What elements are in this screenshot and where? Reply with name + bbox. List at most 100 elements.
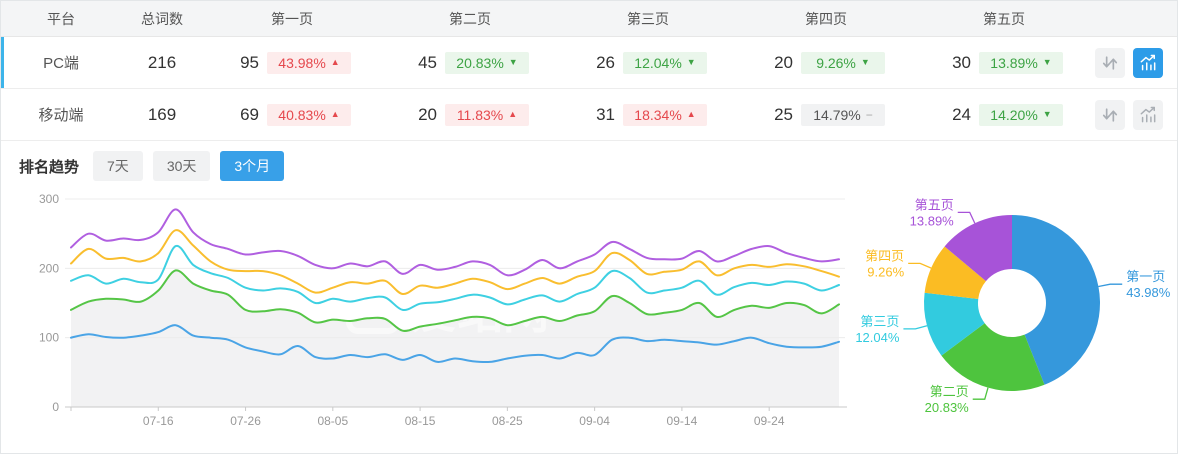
- donut-label-pct: 20.83%: [925, 400, 970, 415]
- page-cell: 30 13.89% ▼: [915, 51, 1093, 74]
- page-cell: 45 20.83% ▼: [381, 51, 559, 74]
- donut-label: 第三页: [860, 314, 899, 329]
- svg-text:200: 200: [39, 261, 59, 275]
- trend-chart-button[interactable]: [1133, 99, 1163, 130]
- line-chart-icon: [1140, 106, 1156, 122]
- donut-label: 第一页: [1126, 269, 1165, 284]
- page-share-badge: 11.83% ▲: [445, 103, 529, 126]
- page-cell: 69 40.83% ▲: [203, 103, 381, 126]
- donut-slice: [944, 215, 1012, 282]
- trend-section-title: 排名趋势: [19, 158, 80, 176]
- svg-text:08-15: 08-15: [405, 414, 436, 428]
- total-words: 169: [147, 104, 177, 124]
- line-chart-icon: [1140, 54, 1156, 70]
- total-words: 216: [147, 52, 177, 72]
- donut-slice: [941, 323, 1045, 391]
- page-share-badge: 40.83% ▲: [267, 103, 351, 126]
- page-count: 20: [418, 104, 437, 124]
- page-cell: 31 18.34% ▲: [559, 103, 737, 126]
- donut-slice: [924, 292, 985, 356]
- up-down-arrows-icon: [1102, 55, 1118, 70]
- donut-label: 第二页: [930, 384, 969, 399]
- page-share-badge: 43.98% ▲: [267, 51, 351, 74]
- page-count: 95: [240, 52, 259, 72]
- donut-slice: [1012, 215, 1100, 385]
- trend-arrow-icon: ▼: [1042, 109, 1052, 119]
- svg-text:09-04: 09-04: [579, 414, 610, 428]
- donut-label: 第五页: [915, 197, 954, 212]
- page-count: 26: [596, 52, 615, 72]
- header-page-3: 第三页: [627, 10, 669, 27]
- trend-line-chart: 07-16 07-26 08-05 08-15 08-25 09-04 09-14 09-24…: [39, 192, 847, 428]
- sort-updown-button[interactable]: [1095, 99, 1125, 130]
- table-row-pc[interactable]: PC端 216 95 43.98% ▲ 45 20.83% ▼ 26 12.04% ▼…: [1, 37, 1177, 89]
- page-share-badge: 14.79% −: [801, 103, 885, 126]
- header-total-words: 总词数: [141, 10, 183, 27]
- tab-7-days[interactable]: 7天: [93, 151, 143, 181]
- tab-3-months[interactable]: 3个月: [220, 151, 285, 181]
- trend-section: 排名趋势 7天 30天 3个月 07-16 07-26 08-05 08-15 08-2…: [1, 141, 1177, 445]
- page-cell: 20 11.83% ▲: [381, 103, 559, 126]
- page-share-badge: 9.26% ▼: [801, 51, 885, 74]
- table-row-mobile[interactable]: 移动端 169 69 40.83% ▲ 20 11.83% ▲ 31 18.34% ▲…: [1, 89, 1177, 141]
- header-page-1: 第一页: [271, 10, 313, 27]
- donut-label-pct: 43.98%: [1126, 285, 1171, 300]
- svg-text:08-05: 08-05: [317, 414, 348, 428]
- header-page-5: 第五页: [983, 10, 1025, 27]
- trend-arrow-icon: ▼: [1042, 57, 1052, 67]
- svg-text:100: 100: [39, 331, 59, 345]
- svg-text:07-26: 07-26: [230, 414, 261, 428]
- svg-text:0: 0: [52, 400, 59, 414]
- trend-arrow-icon: ▼: [860, 57, 870, 67]
- donut-label-pct: 9.26%: [867, 264, 904, 279]
- trend-arrow-icon: ▲: [330, 109, 340, 119]
- trend-arrow-icon: ▼: [508, 57, 518, 67]
- watermark: 爱站网: [346, 280, 549, 338]
- range-tabs: 7天 30天 3个月: [93, 151, 285, 181]
- page-count: 30: [952, 52, 971, 72]
- page-cell: 95 43.98% ▲: [203, 51, 381, 74]
- platform-name: 移动端: [38, 107, 84, 124]
- page-share-badge: 12.04% ▼: [623, 51, 707, 74]
- page-cell: 20 9.26% ▼: [737, 51, 915, 74]
- tab-30-days[interactable]: 30天: [152, 151, 211, 181]
- svg-text:爱站网: 爱站网: [411, 286, 549, 338]
- trend-arrow-icon: ▲: [330, 57, 340, 67]
- page-count: 31: [596, 104, 615, 124]
- page-count: 45: [418, 52, 437, 72]
- donut-label-pct: 12.04%: [855, 330, 900, 345]
- platform-name: PC端: [43, 55, 79, 72]
- svg-text:08-25: 08-25: [492, 414, 523, 428]
- donut-slice: [924, 246, 986, 300]
- header-page-4: 第四页: [805, 10, 847, 27]
- up-down-arrows-icon: [1102, 107, 1118, 122]
- donut-label-pct: 13.89%: [910, 213, 955, 228]
- trend-chart-button[interactable]: [1133, 47, 1163, 78]
- page-count: 69: [240, 104, 259, 124]
- page-count: 24: [952, 104, 971, 124]
- page-cell: 25 14.79% −: [737, 103, 915, 126]
- trend-arrow-icon: ▲: [508, 109, 518, 119]
- svg-text:09-14: 09-14: [667, 414, 698, 428]
- page-share-badge: 14.20% ▼: [979, 103, 1063, 126]
- page-share-badge: 13.89% ▼: [979, 51, 1063, 74]
- sort-updown-button[interactable]: [1095, 47, 1125, 78]
- table-header-row: 平台 总词数 第一页 第二页 第三页 第四页 第五页: [1, 1, 1177, 37]
- page-share-badge: 18.34% ▲: [623, 103, 707, 126]
- trend-arrow-icon: ▼: [686, 57, 696, 67]
- header-page-2: 第二页: [449, 10, 491, 27]
- trend-arrow-icon: ▲: [686, 109, 696, 119]
- page-count: 25: [774, 104, 793, 124]
- trend-arrow-icon: −: [865, 107, 873, 122]
- page-count: 20: [774, 52, 793, 72]
- donut-label: 第四页: [865, 248, 904, 263]
- svg-text:09-24: 09-24: [754, 414, 785, 428]
- svg-text:300: 300: [39, 192, 59, 206]
- page-cell: 26 12.04% ▼: [559, 51, 737, 74]
- page-share-badge: 20.83% ▼: [445, 51, 529, 74]
- svg-text:07-16: 07-16: [143, 414, 174, 428]
- page-cell: 24 14.20% ▼: [915, 103, 1093, 126]
- header-platform: 平台: [47, 10, 75, 27]
